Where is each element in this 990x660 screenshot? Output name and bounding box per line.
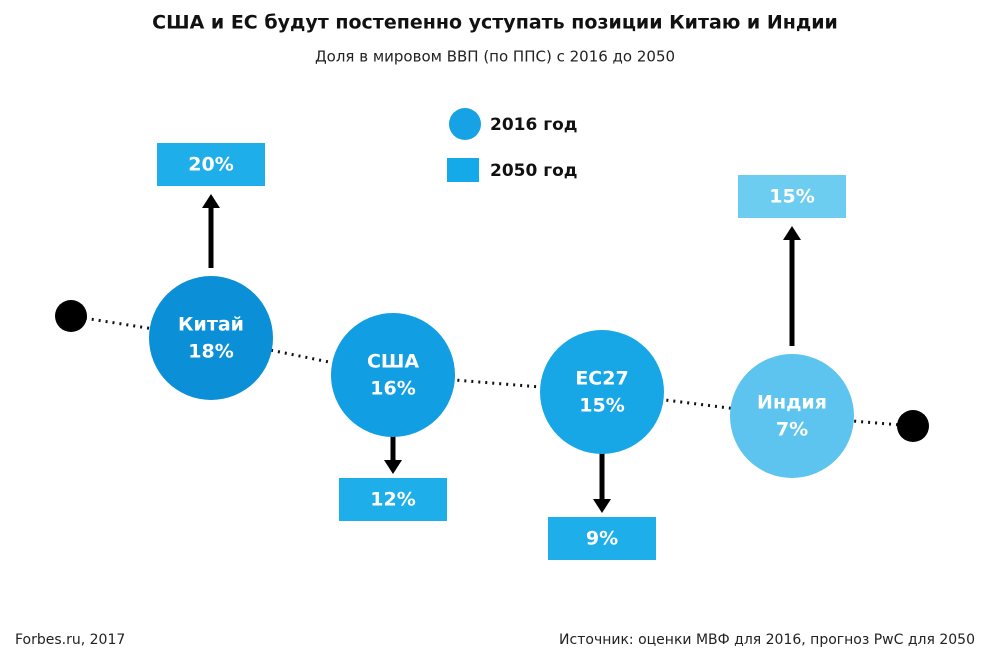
bubble-value: 7% <box>776 419 808 441</box>
bubble-2016 <box>730 354 854 478</box>
box-2050 <box>157 143 265 186</box>
bubble-value: 15% <box>579 395 624 417</box>
bubble-value: 16% <box>370 378 415 400</box>
box-label: 15% <box>769 186 814 208</box>
bubble-name: Индия <box>757 392 827 414</box>
credit: Forbes.ru, 2017 <box>15 632 125 648</box>
chart-subtitle: Доля в мировом ВВП (по ППС) с 2016 до 20… <box>315 48 675 66</box>
box-label: 20% <box>188 154 233 176</box>
bubble-2016 <box>149 276 273 400</box>
end-dot <box>897 410 929 442</box>
legend-label: 2050 год <box>490 161 578 181</box>
box-2050 <box>339 478 447 521</box>
box-2050 <box>548 517 656 560</box>
legend-marker <box>449 108 481 140</box>
box-2050 <box>738 175 846 218</box>
arrow-head <box>202 194 220 208</box>
box-label: 12% <box>370 489 415 511</box>
bubble-name: США <box>367 351 419 373</box>
legend-label: 2016 год <box>490 115 578 135</box>
bubble-2016 <box>331 313 455 437</box>
arrow-head <box>384 460 402 474</box>
chart-title: США и ЕС будут постепенно уступать позиц… <box>152 12 838 34</box>
box-label: 9% <box>586 528 618 550</box>
legend-marker <box>447 158 479 182</box>
bubble-name: ЕС27 <box>575 368 628 390</box>
bubble-value: 18% <box>188 341 233 363</box>
source: Источник: оценки МВФ для 2016, прогноз P… <box>559 632 975 648</box>
arrow-head <box>593 499 611 513</box>
arrow-head <box>783 226 801 240</box>
end-dot <box>55 300 87 332</box>
bubble-2016 <box>540 330 664 454</box>
bubble-name: Китай <box>178 314 244 336</box>
